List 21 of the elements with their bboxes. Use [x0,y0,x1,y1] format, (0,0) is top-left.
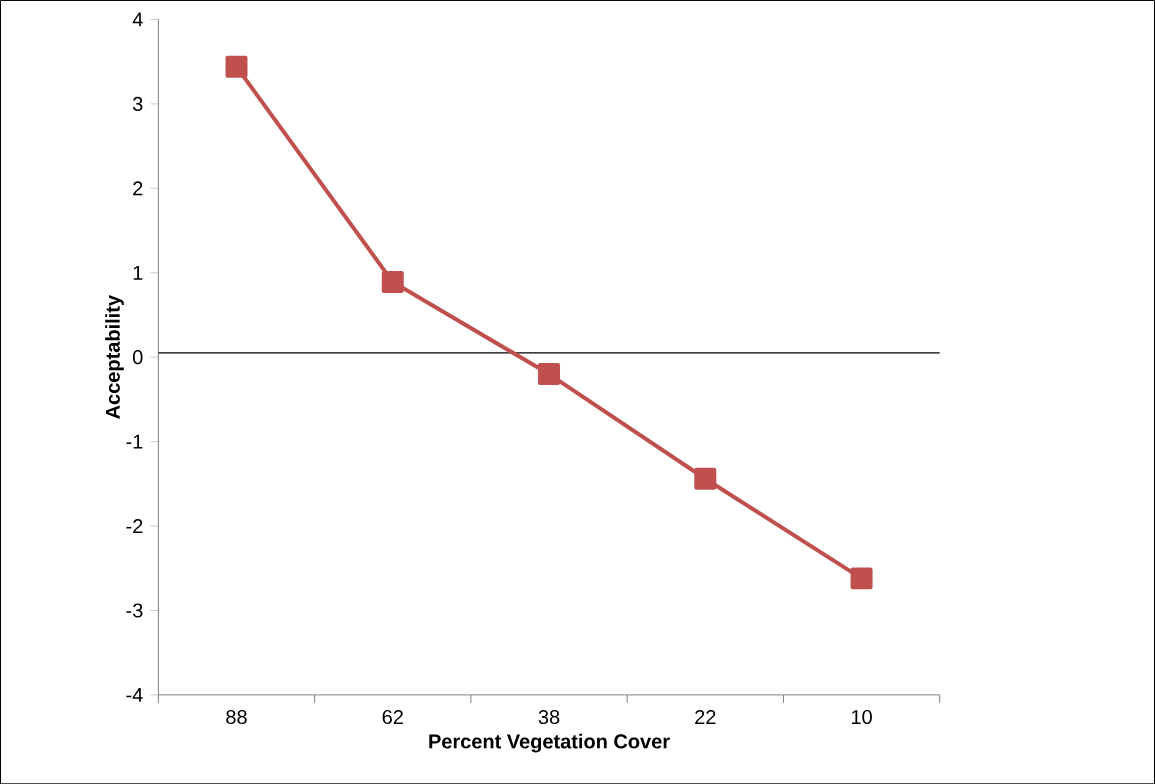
x-axis-title: Percent Vegetation Cover [429,733,670,753]
y-tick-label: -3 [126,603,143,618]
point [381,270,404,293]
point [694,467,717,490]
point [225,55,248,78]
x-tick-label: 10 [851,709,872,724]
point [538,362,561,385]
y-tick-label: -2 [126,518,143,533]
x-tick-label: 88 [226,709,247,724]
point [850,567,873,590]
y-tick-label: 3 [132,96,143,111]
x-tick-label: 38 [538,709,560,724]
y-tick-label: -4 [126,687,143,702]
x-tick-label: 22 [695,709,716,724]
y-tick-label: -1 [126,434,143,449]
y-tick-label: 4 [132,12,143,27]
x-tick-label: 62 [382,709,403,724]
y-tick-label: 2 [133,181,143,196]
y-axis-title: Acceptability [105,294,124,419]
y-tick-label: 0 [132,349,143,365]
y-tick-label: 1 [133,265,143,280]
